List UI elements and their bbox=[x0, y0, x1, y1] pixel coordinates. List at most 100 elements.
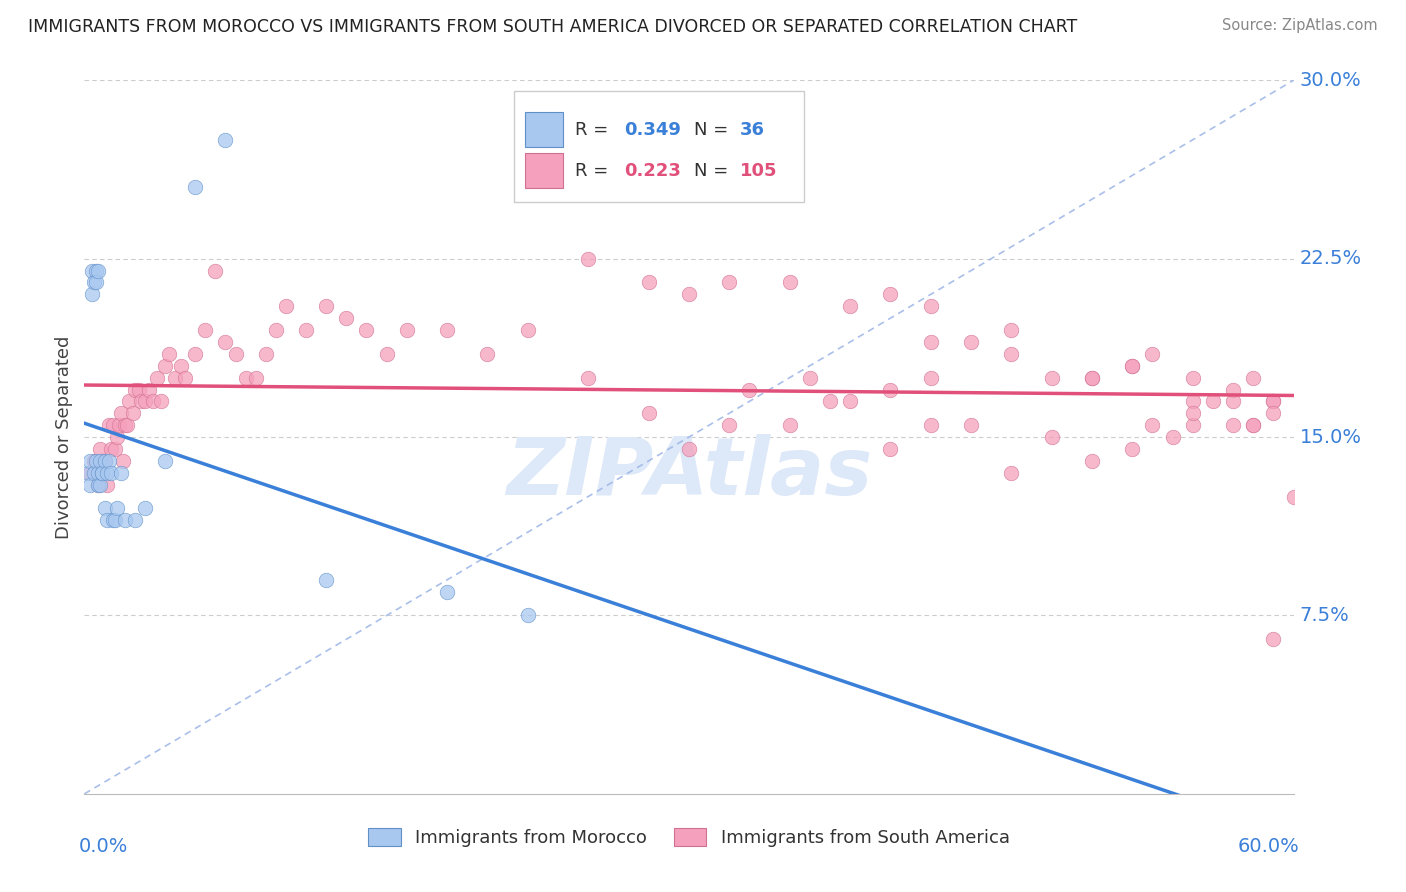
Point bbox=[1241, 370, 1264, 384]
Point bbox=[516, 608, 538, 623]
Point bbox=[1202, 394, 1225, 409]
Point bbox=[1181, 418, 1204, 433]
Point bbox=[1263, 394, 1285, 409]
Point bbox=[920, 334, 942, 349]
Point bbox=[83, 454, 105, 468]
Point bbox=[1222, 418, 1244, 433]
FancyBboxPatch shape bbox=[526, 153, 562, 188]
Point bbox=[576, 370, 599, 384]
FancyBboxPatch shape bbox=[513, 91, 804, 202]
Point bbox=[1241, 418, 1264, 433]
Point bbox=[105, 501, 128, 516]
Point bbox=[436, 584, 458, 599]
Point bbox=[89, 442, 111, 456]
Point bbox=[1263, 394, 1285, 409]
Point bbox=[315, 299, 337, 313]
Point bbox=[129, 394, 152, 409]
Point bbox=[91, 466, 114, 480]
Point bbox=[165, 370, 187, 384]
Text: N =: N = bbox=[693, 161, 734, 179]
Point bbox=[91, 454, 114, 468]
Point bbox=[97, 418, 120, 433]
Point bbox=[86, 263, 108, 277]
Point bbox=[315, 573, 337, 587]
Point bbox=[101, 418, 124, 433]
Point bbox=[114, 418, 136, 433]
Point bbox=[879, 383, 901, 397]
Text: 105: 105 bbox=[740, 161, 778, 179]
Point bbox=[111, 454, 134, 468]
Point bbox=[174, 370, 197, 384]
Point bbox=[128, 383, 150, 397]
Point bbox=[134, 394, 156, 409]
Point bbox=[678, 287, 700, 301]
Point bbox=[254, 347, 277, 361]
Point bbox=[77, 466, 100, 480]
Point bbox=[1000, 347, 1022, 361]
Point bbox=[79, 477, 101, 491]
Point bbox=[1181, 394, 1204, 409]
Point bbox=[93, 454, 115, 468]
Point bbox=[375, 347, 398, 361]
Point bbox=[1161, 430, 1184, 444]
Point bbox=[245, 370, 267, 384]
Point bbox=[1121, 359, 1143, 373]
Legend: Immigrants from Morocco, Immigrants from South America: Immigrants from Morocco, Immigrants from… bbox=[359, 819, 1019, 856]
Text: 0.223: 0.223 bbox=[624, 161, 681, 179]
Point bbox=[1142, 347, 1164, 361]
Point bbox=[335, 311, 357, 326]
Point bbox=[83, 466, 105, 480]
Point bbox=[356, 323, 378, 337]
Point bbox=[96, 513, 118, 527]
Point bbox=[637, 276, 659, 290]
Point bbox=[960, 334, 983, 349]
Point bbox=[124, 513, 146, 527]
Text: 7.5%: 7.5% bbox=[1299, 606, 1350, 625]
Point bbox=[105, 430, 128, 444]
Point bbox=[477, 347, 499, 361]
Point bbox=[93, 501, 115, 516]
Point bbox=[718, 418, 741, 433]
Point bbox=[225, 347, 247, 361]
Point bbox=[101, 513, 124, 527]
Text: 60.0%: 60.0% bbox=[1237, 837, 1299, 855]
Point bbox=[153, 359, 176, 373]
Text: N =: N = bbox=[693, 120, 734, 138]
Point bbox=[87, 466, 110, 480]
Text: 0.349: 0.349 bbox=[624, 120, 681, 138]
Point bbox=[170, 359, 193, 373]
Point bbox=[93, 454, 115, 468]
Point bbox=[1081, 370, 1104, 384]
Point bbox=[1000, 466, 1022, 480]
Text: Source: ZipAtlas.com: Source: ZipAtlas.com bbox=[1222, 18, 1378, 33]
Text: IMMIGRANTS FROM MOROCCO VS IMMIGRANTS FROM SOUTH AMERICA DIVORCED OR SEPARATED C: IMMIGRANTS FROM MOROCCO VS IMMIGRANTS FR… bbox=[28, 18, 1077, 36]
Point bbox=[149, 394, 172, 409]
Point bbox=[157, 347, 180, 361]
Point bbox=[214, 334, 236, 349]
Point bbox=[86, 454, 108, 468]
Text: 22.5%: 22.5% bbox=[1299, 249, 1361, 268]
Text: R =: R = bbox=[575, 120, 613, 138]
Point bbox=[920, 299, 942, 313]
Point bbox=[89, 454, 111, 468]
Point bbox=[1142, 418, 1164, 433]
Point bbox=[779, 418, 801, 433]
Y-axis label: Divorced or Separated: Divorced or Separated bbox=[55, 335, 73, 539]
Point bbox=[436, 323, 458, 337]
Point bbox=[274, 299, 297, 313]
Point bbox=[146, 370, 169, 384]
Point bbox=[879, 442, 901, 456]
Point bbox=[100, 466, 122, 480]
Point bbox=[839, 394, 862, 409]
Point bbox=[89, 477, 111, 491]
Point bbox=[134, 501, 156, 516]
Point bbox=[738, 383, 761, 397]
Point bbox=[104, 442, 127, 456]
Point bbox=[235, 370, 257, 384]
Point bbox=[1040, 430, 1063, 444]
Point bbox=[1282, 490, 1305, 504]
Point bbox=[96, 466, 118, 480]
Text: 15.0%: 15.0% bbox=[1299, 427, 1361, 447]
Point bbox=[1121, 442, 1143, 456]
Point bbox=[1241, 418, 1264, 433]
